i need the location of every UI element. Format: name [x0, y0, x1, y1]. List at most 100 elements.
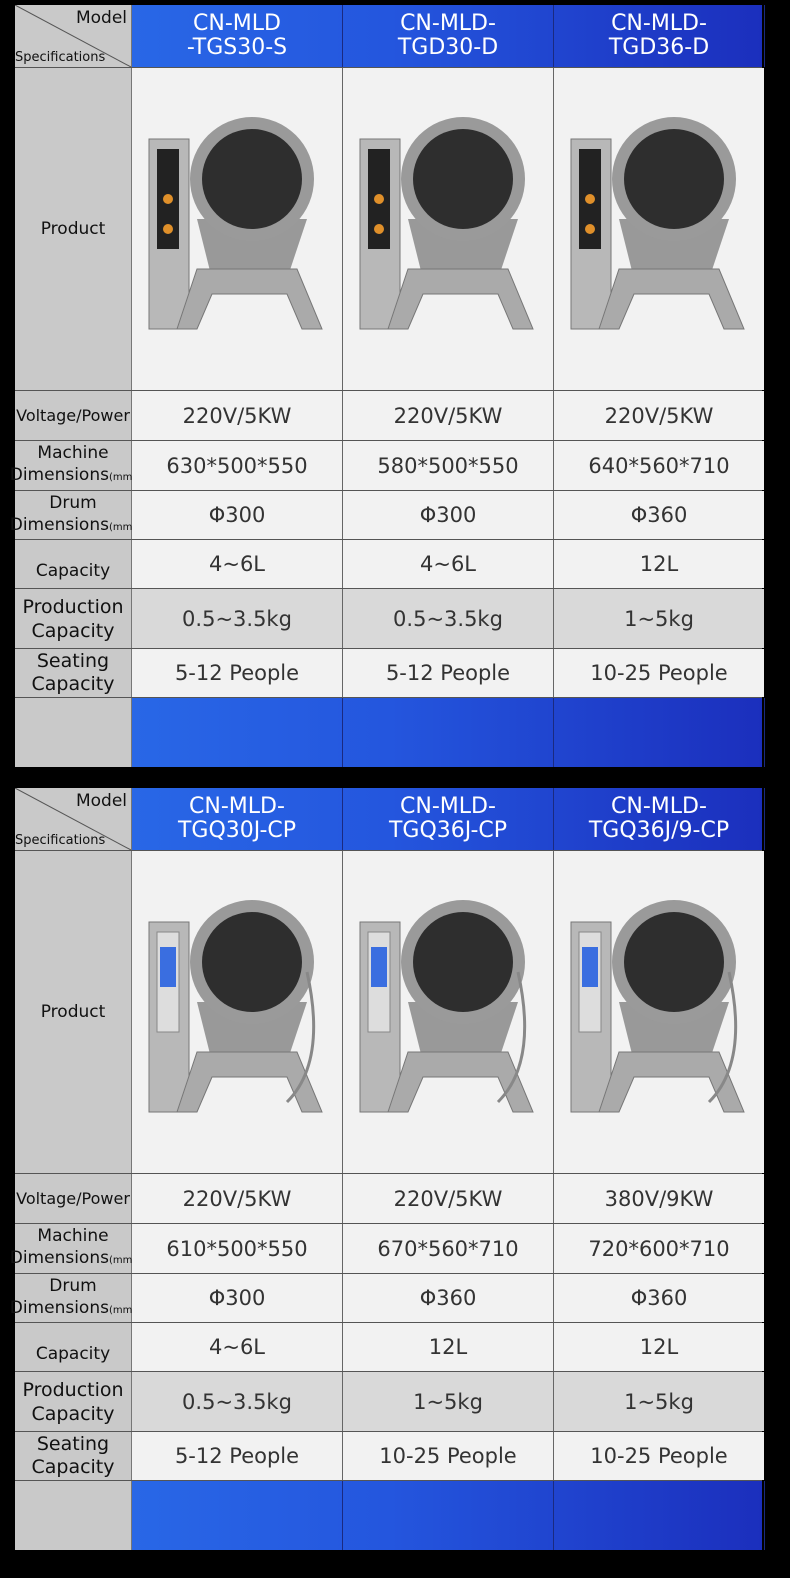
header-row: Model Specifications CN-MLD- TGQ30J-CP CN-…	[15, 788, 765, 851]
spec-table: Model Specifications CN-MLD- TGQ30J-CP CN-…	[10, 788, 765, 1550]
voltage-value: 220V/5KW	[343, 391, 554, 440]
capacity-label: Capacity	[35, 1344, 111, 1364]
row-label: Product	[15, 851, 132, 1173]
diagonal-divider	[15, 788, 131, 850]
voltage-value: 220V/5KW	[132, 1174, 343, 1223]
diagonal-divider	[15, 5, 131, 67]
drum-value: Φ360	[554, 1274, 764, 1322]
model-name-line1: CN-MLD-	[611, 794, 707, 819]
seating-value: 10-25 People	[343, 1432, 554, 1480]
drum-label: Drum	[49, 492, 97, 513]
model-label: Model	[75, 8, 127, 28]
row-label: Seating Capacity	[15, 1432, 132, 1480]
voltage-value: 220V/5KW	[554, 391, 764, 440]
model-label: Model	[75, 791, 127, 811]
model-header: CN-MLD- TGD30-D	[343, 5, 554, 67]
machine-label-sub: Dimensions	[9, 465, 109, 485]
product-image	[132, 851, 343, 1173]
capacity-value: 12L	[343, 1323, 554, 1371]
model-name-line2: TGQ36J-CP	[388, 818, 508, 843]
production-value: 1~5kg	[554, 589, 764, 648]
machine-value: 610*500*550	[132, 1224, 343, 1273]
voltage-value: 220V/5KW	[343, 1174, 554, 1223]
row-label: Production Capacity	[15, 1372, 132, 1431]
corner-cell: Model Specifications	[15, 5, 132, 67]
row-label: Capacity	[15, 540, 132, 588]
product-image	[554, 851, 764, 1173]
unit-label: (mm)	[108, 1255, 137, 1266]
product-image	[343, 851, 554, 1173]
model-name-line1: CN-MLD	[193, 11, 281, 36]
product-row: Product	[15, 68, 764, 391]
machine-value: 640*560*710	[554, 441, 764, 490]
footer-cell	[554, 698, 765, 767]
row-label: Seating Capacity	[15, 649, 132, 697]
capacity-row: Capacity 4~6L 12L 12L	[15, 1323, 764, 1372]
machine-value: 580*500*550	[343, 441, 554, 490]
production-row: Production Capacity 0.5~3.5kg 1~5kg 1~5kg	[15, 1372, 764, 1432]
voltage-row: Voltage/Power 220V/5KW 220V/5KW 380V/9KW	[15, 1174, 764, 1224]
model-name-line2: TGQ36J/9-CP	[588, 818, 730, 843]
capacity-value: 4~6L	[132, 1323, 343, 1371]
drum-value: Φ360	[343, 1274, 554, 1322]
drum-value: Φ300	[132, 491, 343, 539]
seating-value: 5-12 People	[132, 1432, 343, 1480]
production-value: 0.5~3.5kg	[132, 1372, 343, 1431]
product-row: Product	[15, 851, 764, 1174]
production-value: 1~5kg	[343, 1372, 554, 1431]
production-label: Production	[22, 1378, 124, 1401]
footer-label-cell	[15, 1481, 132, 1550]
model-name-line1: CN-MLD-	[189, 794, 285, 819]
footer-row	[15, 698, 765, 767]
row-label: Voltage/Power	[15, 1174, 132, 1223]
product-image	[132, 68, 343, 390]
capacity-value: 4~6L	[132, 540, 343, 588]
row-label: Production Capacity	[15, 589, 132, 648]
model-name-line2: TGQ30J-CP	[177, 818, 297, 843]
drum-value: Φ360	[554, 491, 764, 539]
machine-row: Machine Dimensions(mm) 630*500*550 580*500…	[10, 441, 764, 491]
seating-value: 5-12 People	[343, 649, 554, 697]
capacity-value: 12L	[554, 540, 764, 588]
production-value: 0.5~3.5kg	[132, 589, 343, 648]
row-label: Drum Dimensions(mm)	[10, 1274, 136, 1322]
unit-label: (mm)	[108, 472, 137, 483]
model-header: CN-MLD- TGD36-D	[554, 5, 765, 67]
voltage-value: 380V/9KW	[554, 1174, 764, 1223]
model-name-line2: TGD30-D	[397, 35, 499, 60]
machine-value: 670*560*710	[343, 1224, 554, 1273]
specifications-label: Specifications	[15, 833, 106, 848]
voltage-label: Voltage/Power	[16, 1188, 130, 1208]
footer-row	[15, 1481, 765, 1550]
model-name-line2: TGD36-D	[608, 35, 710, 60]
machine-value: 720*600*710	[554, 1224, 764, 1273]
machine-label-sub: Dimensions	[9, 1248, 109, 1268]
row-label: Drum Dimensions(mm)	[10, 491, 136, 539]
voltage-value: 220V/5KW	[132, 391, 343, 440]
row-label: Machine Dimensions(mm)	[10, 1224, 136, 1273]
machine-label: Machine	[37, 1226, 109, 1246]
unit-label: (mm)	[108, 521, 137, 533]
model-name-line1: CN-MLD-	[611, 11, 707, 36]
model-name-line1: CN-MLD-	[400, 794, 496, 819]
product-image	[343, 68, 554, 390]
drum-value: Φ300	[343, 491, 554, 539]
spec-table: Model Specifications CN-MLD -TGS30-S CN-ML…	[10, 5, 765, 767]
machine-row: Machine Dimensions(mm) 610*500*550 670*560…	[10, 1224, 764, 1274]
footer-cell	[343, 1481, 554, 1550]
production-label-2: Capacity	[31, 619, 115, 642]
capacity-value: 4~6L	[343, 540, 554, 588]
row-label: Capacity	[15, 1323, 132, 1371]
voltage-row: Voltage/Power 220V/5KW 220V/5KW 220V/5KW	[15, 391, 764, 441]
capacity-value: 12L	[554, 1323, 764, 1371]
machine-label: Machine	[37, 443, 109, 463]
machine-value: 630*500*550	[132, 441, 343, 490]
drum-label-sub: Dimensions	[9, 514, 109, 535]
footer-cell	[343, 698, 554, 767]
row-label: Product	[15, 68, 132, 390]
footer-cell	[132, 698, 343, 767]
seating-label-2: Capacity	[31, 673, 115, 695]
drum-row: Drum Dimensions(mm) Φ300 Φ300 Φ360	[10, 491, 764, 540]
seating-row: Seating Capacity 5-12 People 5-12 People 10…	[15, 649, 764, 698]
seating-label: Seating	[36, 650, 110, 672]
